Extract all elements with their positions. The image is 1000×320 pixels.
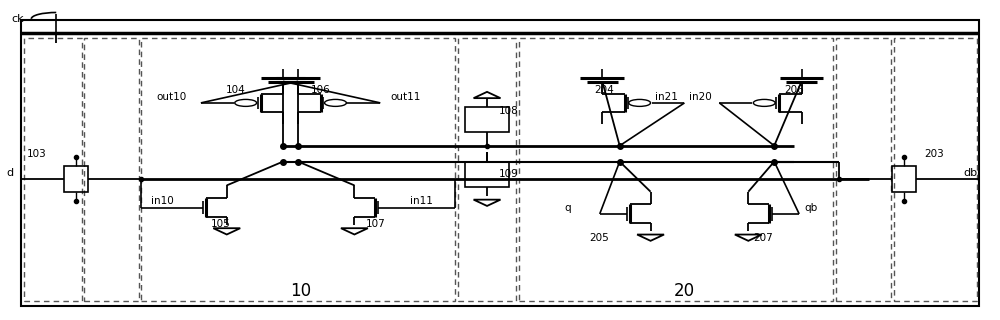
Text: 106: 106 (311, 85, 330, 95)
Text: 207: 207 (753, 233, 773, 243)
Text: out10: out10 (156, 92, 186, 102)
Bar (141, 38, 455, 301)
Bar (836, 38, 891, 301)
Text: 203: 203 (924, 149, 944, 159)
Bar (519, 38, 833, 301)
Text: db: db (964, 168, 978, 178)
Text: in11: in11 (410, 196, 433, 206)
Bar (24, 38, 82, 301)
Bar (894, 38, 977, 301)
Bar (465, 107, 509, 132)
Text: in21: in21 (655, 92, 677, 102)
Bar (64, 166, 88, 192)
Text: 105: 105 (211, 219, 231, 228)
Text: 104: 104 (226, 85, 246, 95)
Text: 20: 20 (674, 282, 695, 300)
Text: qb: qb (804, 203, 817, 213)
Bar (892, 166, 916, 192)
Text: 109: 109 (499, 170, 519, 180)
Text: in10: in10 (151, 196, 174, 206)
Text: 103: 103 (26, 149, 46, 159)
Text: 206: 206 (784, 85, 804, 95)
Text: 205: 205 (590, 233, 610, 243)
Text: 204: 204 (595, 85, 614, 95)
Text: q: q (565, 203, 571, 213)
Text: in20: in20 (689, 92, 712, 102)
Bar (465, 162, 509, 187)
Text: 108: 108 (499, 106, 519, 116)
Bar (84, 38, 139, 301)
Text: 10: 10 (290, 282, 311, 300)
Bar (458, 38, 516, 301)
Text: ck: ck (11, 14, 24, 24)
Text: 107: 107 (365, 219, 385, 228)
Text: d: d (6, 168, 14, 178)
Text: out11: out11 (390, 92, 421, 102)
